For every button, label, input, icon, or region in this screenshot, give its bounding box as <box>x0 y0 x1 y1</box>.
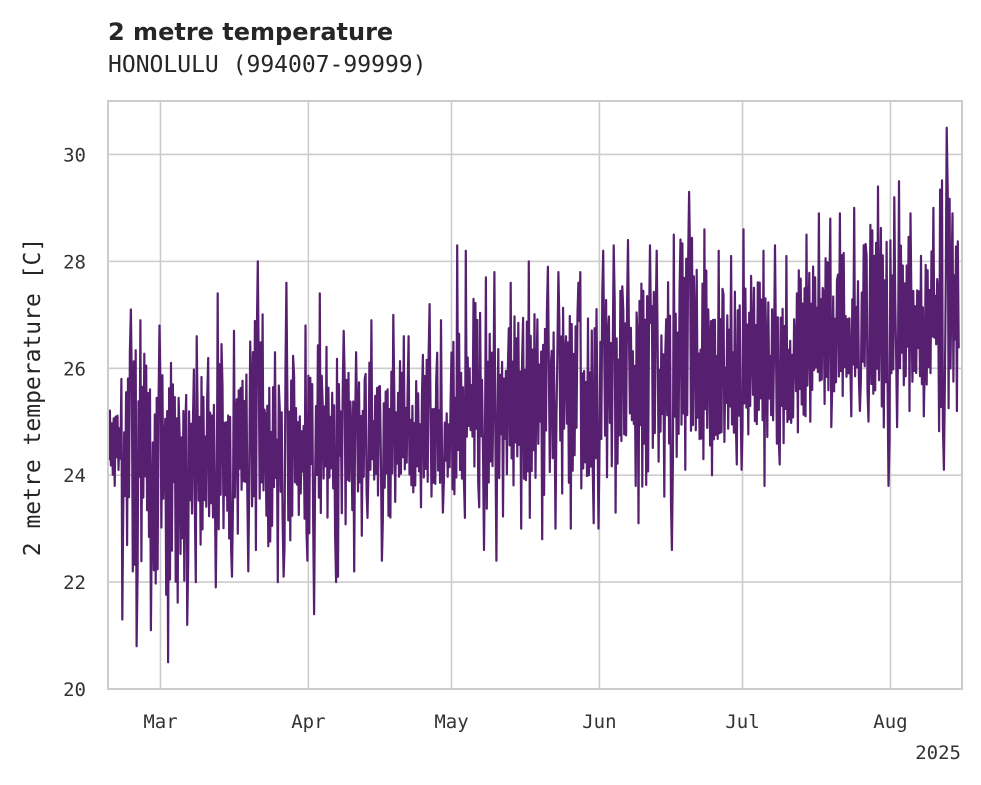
chart-subtitle: HONOLULU (994007-99999) <box>108 52 427 78</box>
plot-frame <box>107 100 963 690</box>
x-tick-label: Mar <box>143 711 177 733</box>
y-tick-label: 26 <box>63 358 86 380</box>
y-tick-label: 24 <box>63 465 86 487</box>
y-tick-label: 30 <box>63 144 86 166</box>
temperature-series <box>106 126 960 664</box>
x-tick-label: Apr <box>291 711 325 733</box>
temperature-line <box>106 126 960 664</box>
y-axis-label: 2 metre temperature [C] <box>20 238 46 557</box>
x-tick-label: Jul <box>725 711 759 733</box>
x-axis-year-label: 2025 <box>915 742 961 764</box>
x-tick-label: Jun <box>582 711 616 733</box>
y-tick-label: 22 <box>63 572 86 594</box>
x-tick-label: May <box>434 711 468 733</box>
y-tick-label: 28 <box>63 251 86 273</box>
axis-ticks: 20 22 24 26 28 30 Mar Apr May Jun Jul Aug <box>63 144 907 733</box>
y-tick-label: 20 <box>63 679 86 701</box>
chart-title: 2 metre temperature <box>108 18 394 46</box>
x-tick-label: Aug <box>873 711 907 733</box>
